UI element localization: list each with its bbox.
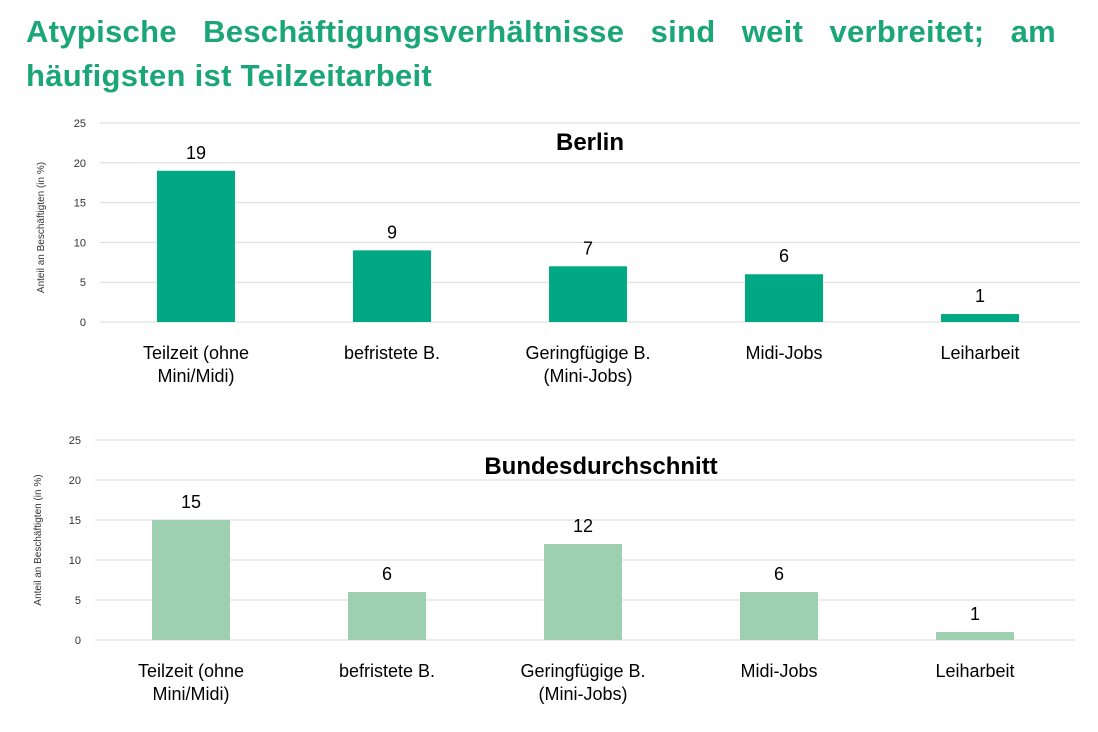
bar [348, 592, 426, 640]
category-label: befristete B. [344, 343, 440, 363]
category-label: Geringfügige B. [525, 343, 650, 363]
y-tick-label: 15 [69, 515, 81, 527]
data-label: 9 [387, 222, 397, 242]
bar [157, 170, 235, 322]
y-tick-label: 20 [74, 158, 86, 170]
category-label: befristete B. [339, 661, 435, 681]
bar [745, 274, 823, 322]
category-label: Mini/Midi) [152, 684, 229, 704]
category-label: Mini/Midi) [157, 366, 234, 386]
category-label: Midi-Jobs [740, 661, 817, 681]
data-label: 6 [774, 564, 784, 584]
bar [549, 266, 627, 322]
category-label: Leiharbeit [935, 661, 1014, 681]
data-label: 1 [975, 286, 985, 306]
y-tick-label: 5 [80, 277, 86, 289]
category-label: Geringfügige B. [520, 661, 645, 681]
y-tick-label: 5 [75, 595, 81, 607]
category-label: Leiharbeit [940, 343, 1019, 363]
bar [936, 632, 1014, 640]
category-label: Teilzeit (ohne [138, 661, 244, 681]
data-label: 1 [970, 604, 980, 624]
y-tick-label: 20 [69, 475, 81, 487]
data-label: 12 [573, 516, 593, 536]
berlin-chart: 0 5 10 15 20 25 Anteil an Beschäftigten (in %)… [36, 118, 1080, 386]
page-title: Atypische Beschäftigungsverhältnisse sin… [26, 14, 1056, 93]
y-tick-label: 0 [75, 635, 81, 647]
data-label: 6 [779, 246, 789, 266]
y-tick-label: 10 [74, 237, 86, 249]
data-label: 15 [181, 492, 201, 512]
data-label: 19 [186, 143, 206, 163]
category-label: Midi-Jobs [745, 343, 822, 363]
y-axis-label: Anteil an Beschäftigten (in %) [36, 162, 47, 293]
y-axis-label: Anteil an Beschäftigten (in %) [33, 474, 44, 605]
bar [740, 592, 818, 640]
y-tick-label: 25 [69, 435, 81, 447]
data-label: 6 [382, 564, 392, 584]
bar [544, 544, 622, 640]
data-label: 7 [583, 238, 593, 258]
bar [152, 520, 230, 640]
category-label: (Mini-Jobs) [543, 366, 632, 386]
chart-title: Bundesdurchschnitt [484, 453, 717, 480]
bundesdurchschnitt-chart: 0 5 10 15 20 25 Anteil an Beschäftigten (in %)… [33, 435, 1075, 704]
category-label: Teilzeit (ohne [143, 343, 249, 363]
bar [941, 314, 1019, 322]
bar [353, 250, 431, 322]
y-tick-label: 0 [80, 317, 86, 329]
chart-title: Berlin [556, 129, 624, 156]
y-tick-label: 15 [74, 198, 86, 210]
category-label: (Mini-Jobs) [538, 684, 627, 704]
y-tick-label: 10 [69, 555, 81, 567]
y-tick-label: 25 [74, 118, 86, 130]
